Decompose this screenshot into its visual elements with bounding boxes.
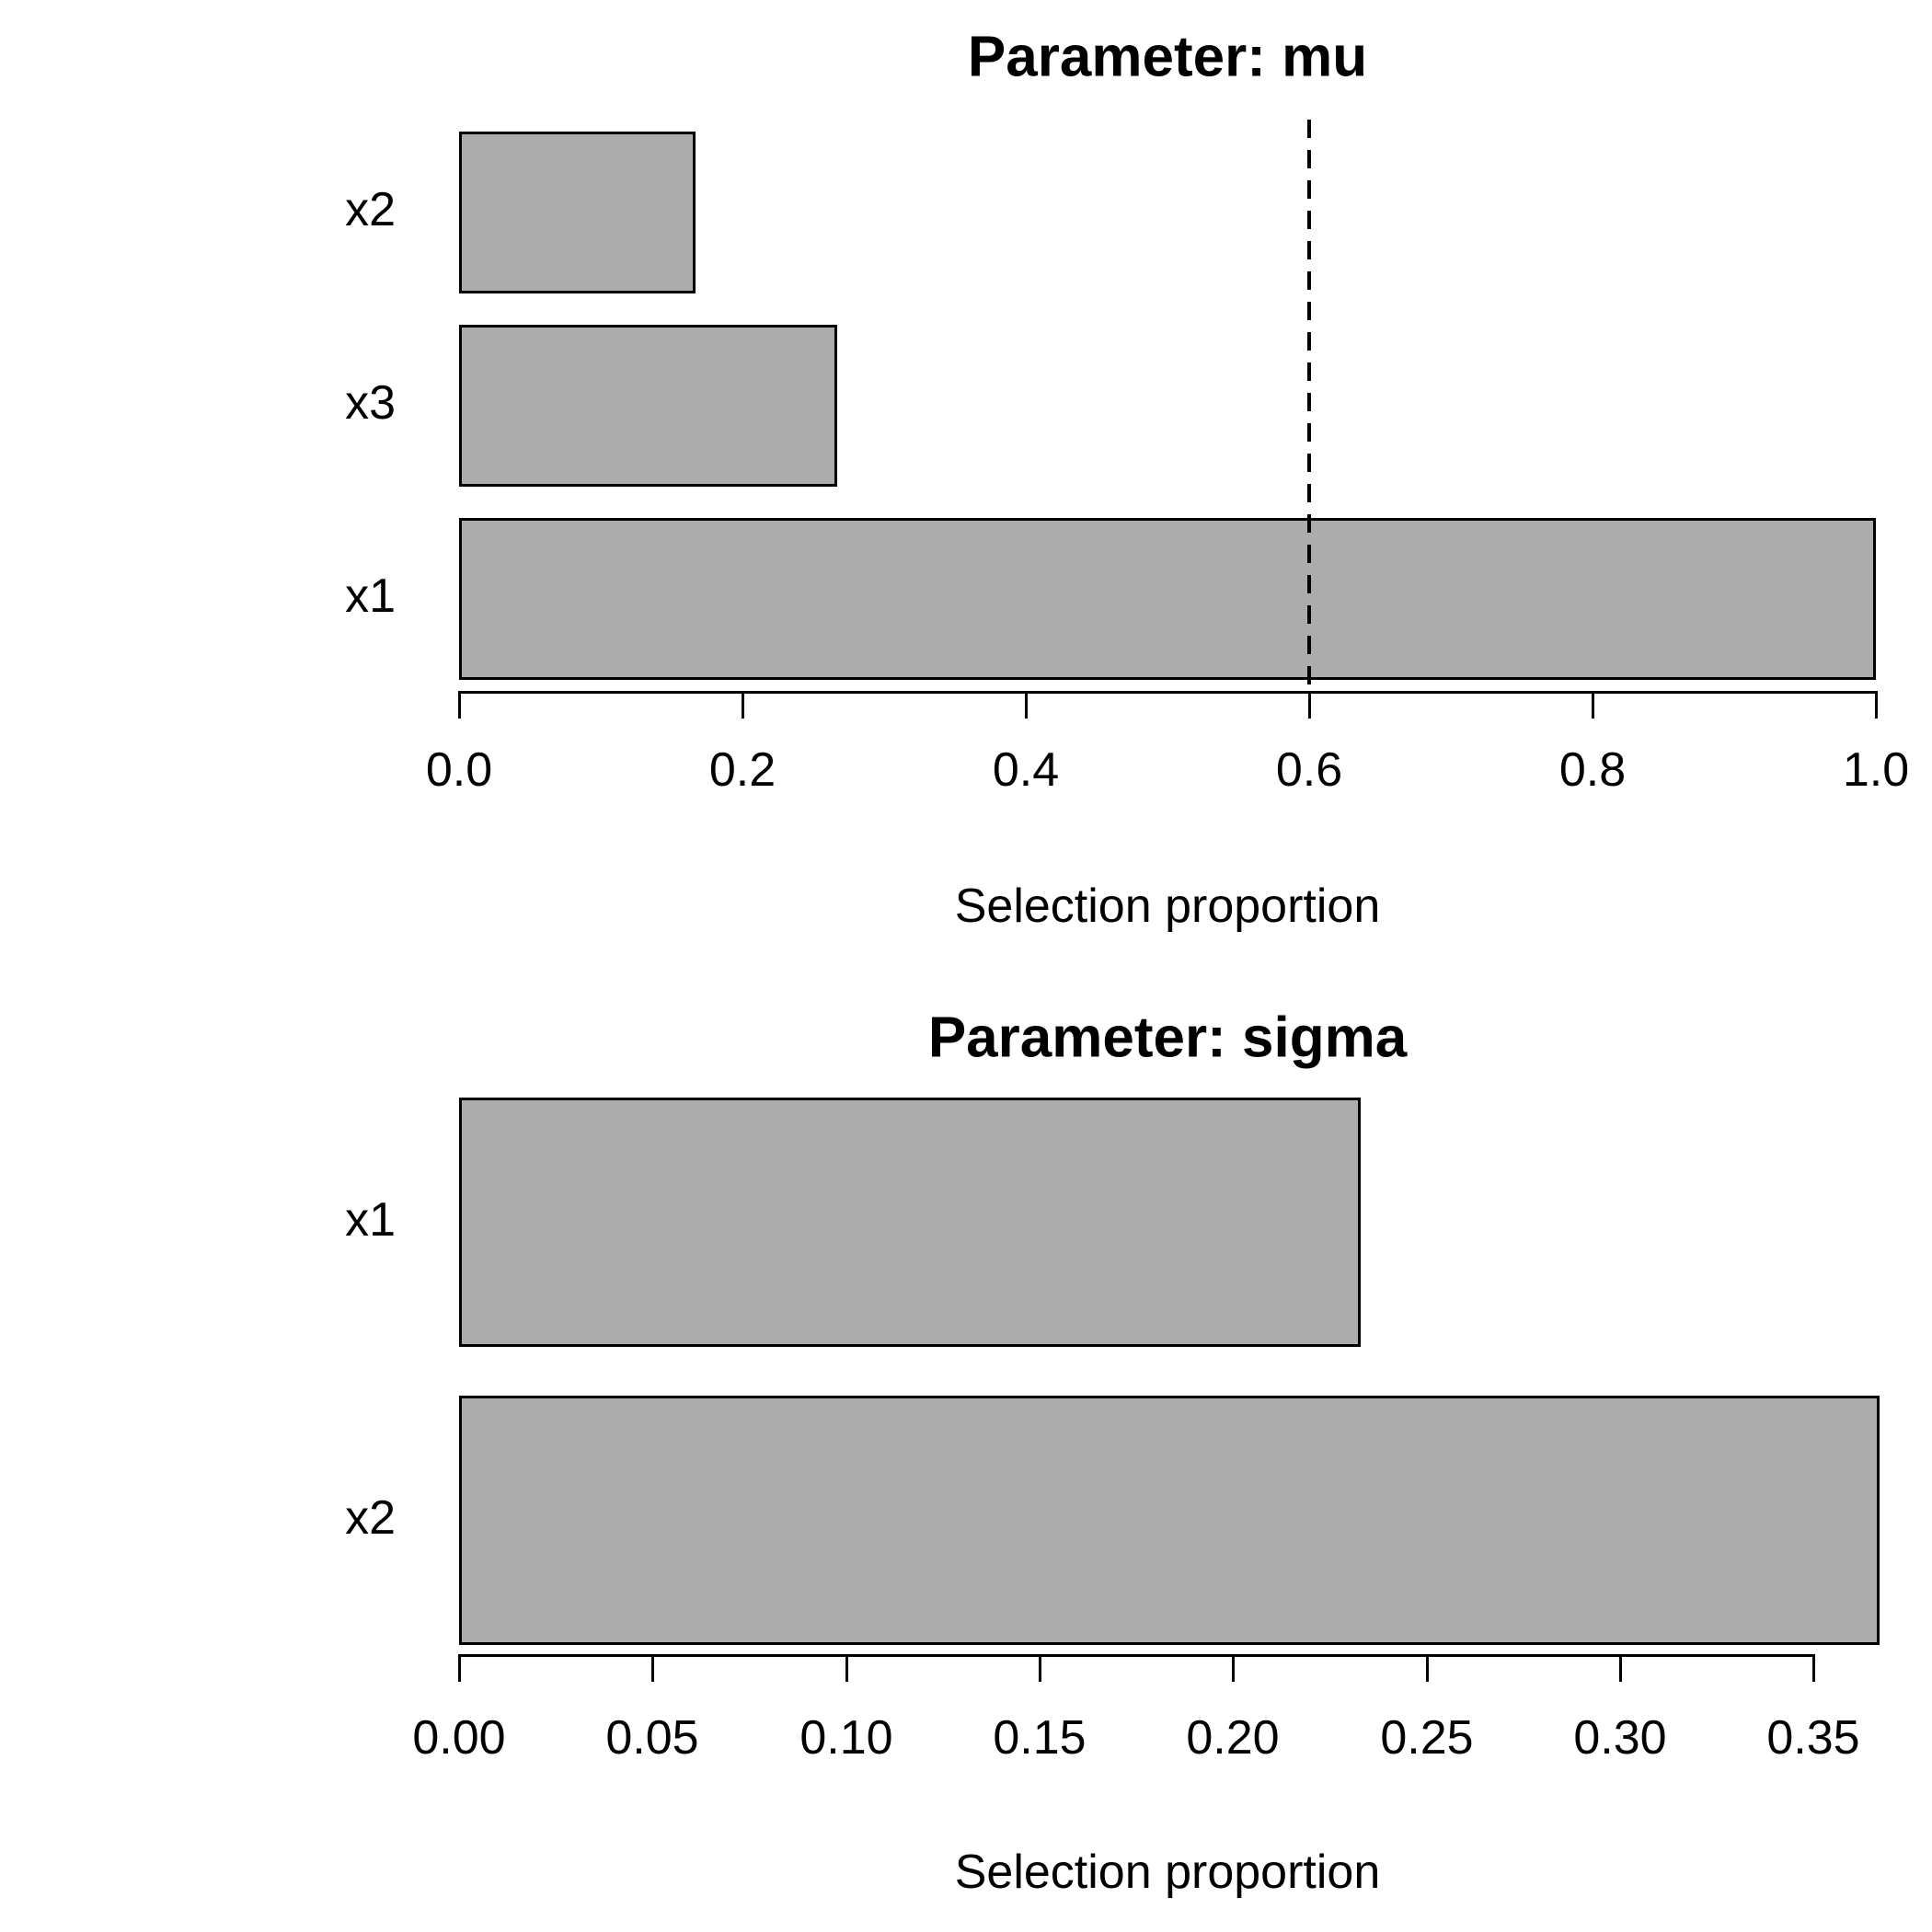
bar-x2 [459, 1396, 1880, 1645]
x-tick [1875, 691, 1878, 719]
x-tick-label: 0.4 [992, 743, 1060, 797]
category-label-x2: x2 [345, 183, 396, 236]
x-tick-label: 0.30 [1573, 1711, 1667, 1765]
x-tick [1232, 1654, 1235, 1682]
x-tick-label: 1.0 [1842, 743, 1910, 797]
x-tick-label: 0.00 [412, 1711, 506, 1765]
category-label-x3: x3 [345, 376, 396, 430]
x-tick [1039, 1654, 1041, 1682]
x-tick [845, 1654, 848, 1682]
x-tick-label: 0.2 [708, 743, 776, 797]
x-tick-label: 0.0 [425, 743, 493, 797]
threshold-dashed-line [1307, 120, 1311, 691]
x-axis-title: Selection proportion [954, 880, 1381, 933]
bar-x1 [459, 1098, 1361, 1347]
x-tick [1025, 691, 1028, 719]
chart-title: Parameter: sigma [927, 1006, 1408, 1070]
x-tick-label: 0.35 [1766, 1711, 1860, 1765]
category-label-x1: x1 [345, 1192, 396, 1247]
bar-x2 [459, 132, 696, 293]
x-tick-label: 0.10 [799, 1711, 893, 1765]
category-label-x2: x2 [345, 1490, 396, 1545]
x-tick-label: 0.05 [605, 1711, 699, 1765]
x-tick [651, 1654, 654, 1682]
x-tick [1592, 691, 1594, 719]
chart-title: Parameter: mu [967, 25, 1368, 89]
x-tick [1812, 1654, 1815, 1682]
x-axis-line [459, 1654, 1813, 1657]
x-tick-label: 0.15 [993, 1711, 1087, 1765]
x-tick-label: 0.25 [1380, 1711, 1474, 1765]
x-axis-line [459, 691, 1876, 694]
x-tick [458, 691, 461, 719]
x-tick [1308, 691, 1311, 719]
x-axis-title: Selection proportion [954, 1846, 1381, 1899]
x-tick [1619, 1654, 1622, 1682]
x-tick [458, 1654, 461, 1682]
x-tick-label: 0.6 [1275, 743, 1343, 797]
x-tick-label: 0.20 [1186, 1711, 1280, 1765]
x-tick [1426, 1654, 1429, 1682]
x-tick [742, 691, 744, 719]
bar-x1 [459, 518, 1876, 680]
bar-x3 [459, 325, 837, 487]
x-tick-label: 0.8 [1558, 743, 1627, 797]
category-label-x1: x1 [345, 569, 396, 623]
